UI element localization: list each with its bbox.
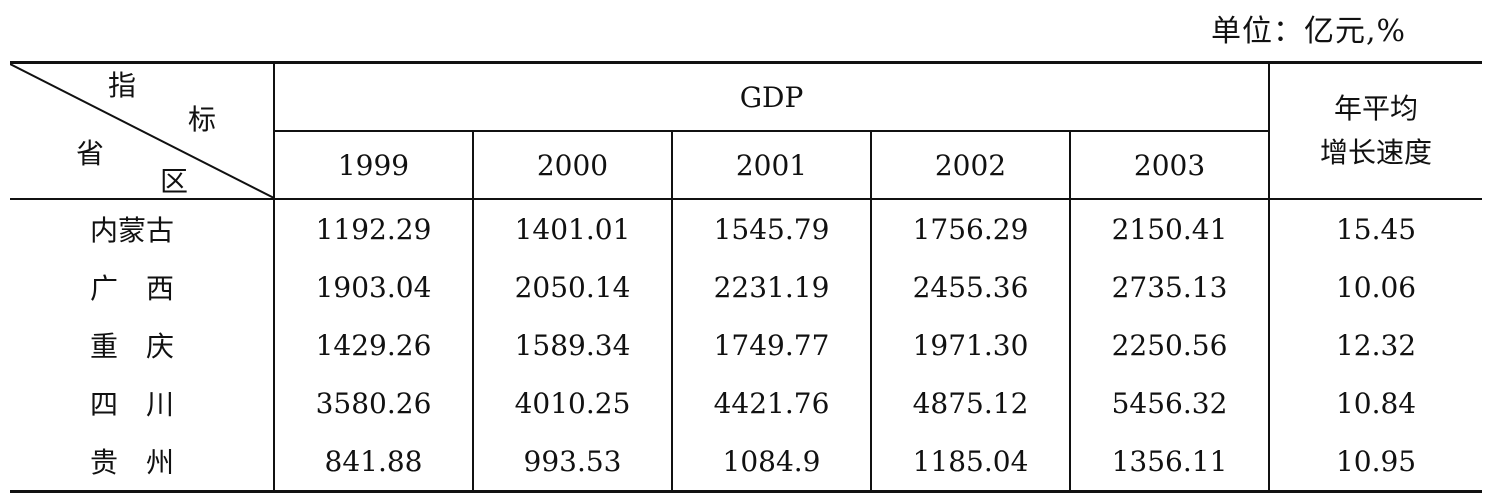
value-cell: 2050.14: [472, 258, 672, 316]
corner-label-biao: 标: [188, 103, 217, 136]
table-row: 内蒙古 1192.29 1401.01 1545.79 1756.29 2150…: [10, 199, 1483, 258]
header-row-2: 1999 2000 2001 2002 2003: [10, 131, 1482, 200]
gdp-group-header: GDP: [272, 62, 1271, 132]
year-header-2001: 2001: [671, 131, 871, 200]
value-cell: 1589.34: [472, 316, 672, 374]
corner-label-zhi: 指: [108, 69, 137, 102]
value-cell: 1356.11: [1068, 432, 1270, 492]
province-cell: 四 川: [10, 374, 275, 432]
header-row-1: 指 标 省 区 GDP 年平均 增长速度: [10, 62, 1483, 200]
value-cell: 1084.9: [671, 432, 871, 492]
value-cell: 2150.41: [1068, 199, 1270, 258]
table-row: 重 庆 1429.26 1589.34 1749.77 1971.30 2250…: [10, 316, 1483, 374]
value-cell: 2735.13: [1068, 258, 1270, 316]
value-cell: 2455.36: [870, 258, 1070, 316]
value-cell: 2231.19: [671, 258, 871, 316]
value-cell: 4875.12: [870, 374, 1070, 432]
year-header-2003: 2003: [1068, 131, 1270, 200]
table-row: 广 西 1903.04 2050.14 2231.19 2455.36 2735…: [10, 258, 1483, 316]
corner-cell: 指 标 省 区: [10, 62, 275, 200]
avg-growth-header: 年平均 增长速度: [1268, 62, 1483, 200]
value-cell: 1185.04: [870, 432, 1070, 492]
value-cell: 2250.56: [1068, 316, 1270, 374]
value-cell: 4421.76: [671, 374, 871, 432]
value-cell: 4010.25: [472, 374, 672, 432]
value-cell: 1971.30: [870, 316, 1070, 374]
province-cell: 内蒙古: [10, 199, 275, 258]
value-cell: 841.88: [324, 444, 423, 478]
value-cell: 5456.32: [1068, 374, 1270, 432]
corner-label-sheng: 省: [76, 137, 105, 170]
avg-growth-cell: 15.45: [1268, 199, 1483, 258]
year-header-2002: 2002: [870, 131, 1070, 200]
table-row: 贵 州 841.88 993.53 1084.9 1185.04 1356.11…: [10, 432, 1483, 492]
table-row: 四 川 3580.26 4010.25 4421.76 4875.12 5456…: [10, 374, 1483, 432]
year-header-2000: 2000: [472, 131, 672, 200]
corner-label-qu: 区: [160, 165, 189, 198]
value-cell: 1401.01: [472, 199, 672, 258]
gdp-table: 指 标 省 区 GDP 年平均 增长速度 1999 2000 2001 2002…: [10, 61, 1483, 493]
avg-growth-cell: 12.32: [1268, 316, 1483, 374]
province-cell: 广 西: [10, 258, 275, 316]
value-cell: 3580.26: [315, 386, 432, 420]
unit-label: 单位：亿元,%: [1210, 14, 1406, 49]
avg-growth-header-line1: 年平均: [1334, 92, 1419, 125]
value-cell: 1545.79: [671, 199, 871, 258]
value-cell: 1192.29: [315, 212, 432, 246]
value-cell: 1903.04: [315, 270, 432, 304]
avg-growth-cell: 10.95: [1268, 432, 1483, 492]
value-cell: 993.53: [472, 432, 672, 492]
diagonal-line: [10, 64, 274, 198]
province-cell: 重 庆: [10, 316, 275, 374]
avg-growth-cell: 10.06: [1268, 258, 1483, 316]
value-cell: 1429.26: [315, 328, 432, 362]
avg-growth-header-line2: 增长速度: [1320, 136, 1433, 169]
value-cell: 1756.29: [870, 199, 1070, 258]
value-cell: 1749.77: [671, 316, 871, 374]
year-header-1999: 1999: [273, 131, 473, 200]
avg-growth-cell: 10.84: [1268, 374, 1483, 432]
province-cell: 贵 州: [10, 432, 275, 492]
